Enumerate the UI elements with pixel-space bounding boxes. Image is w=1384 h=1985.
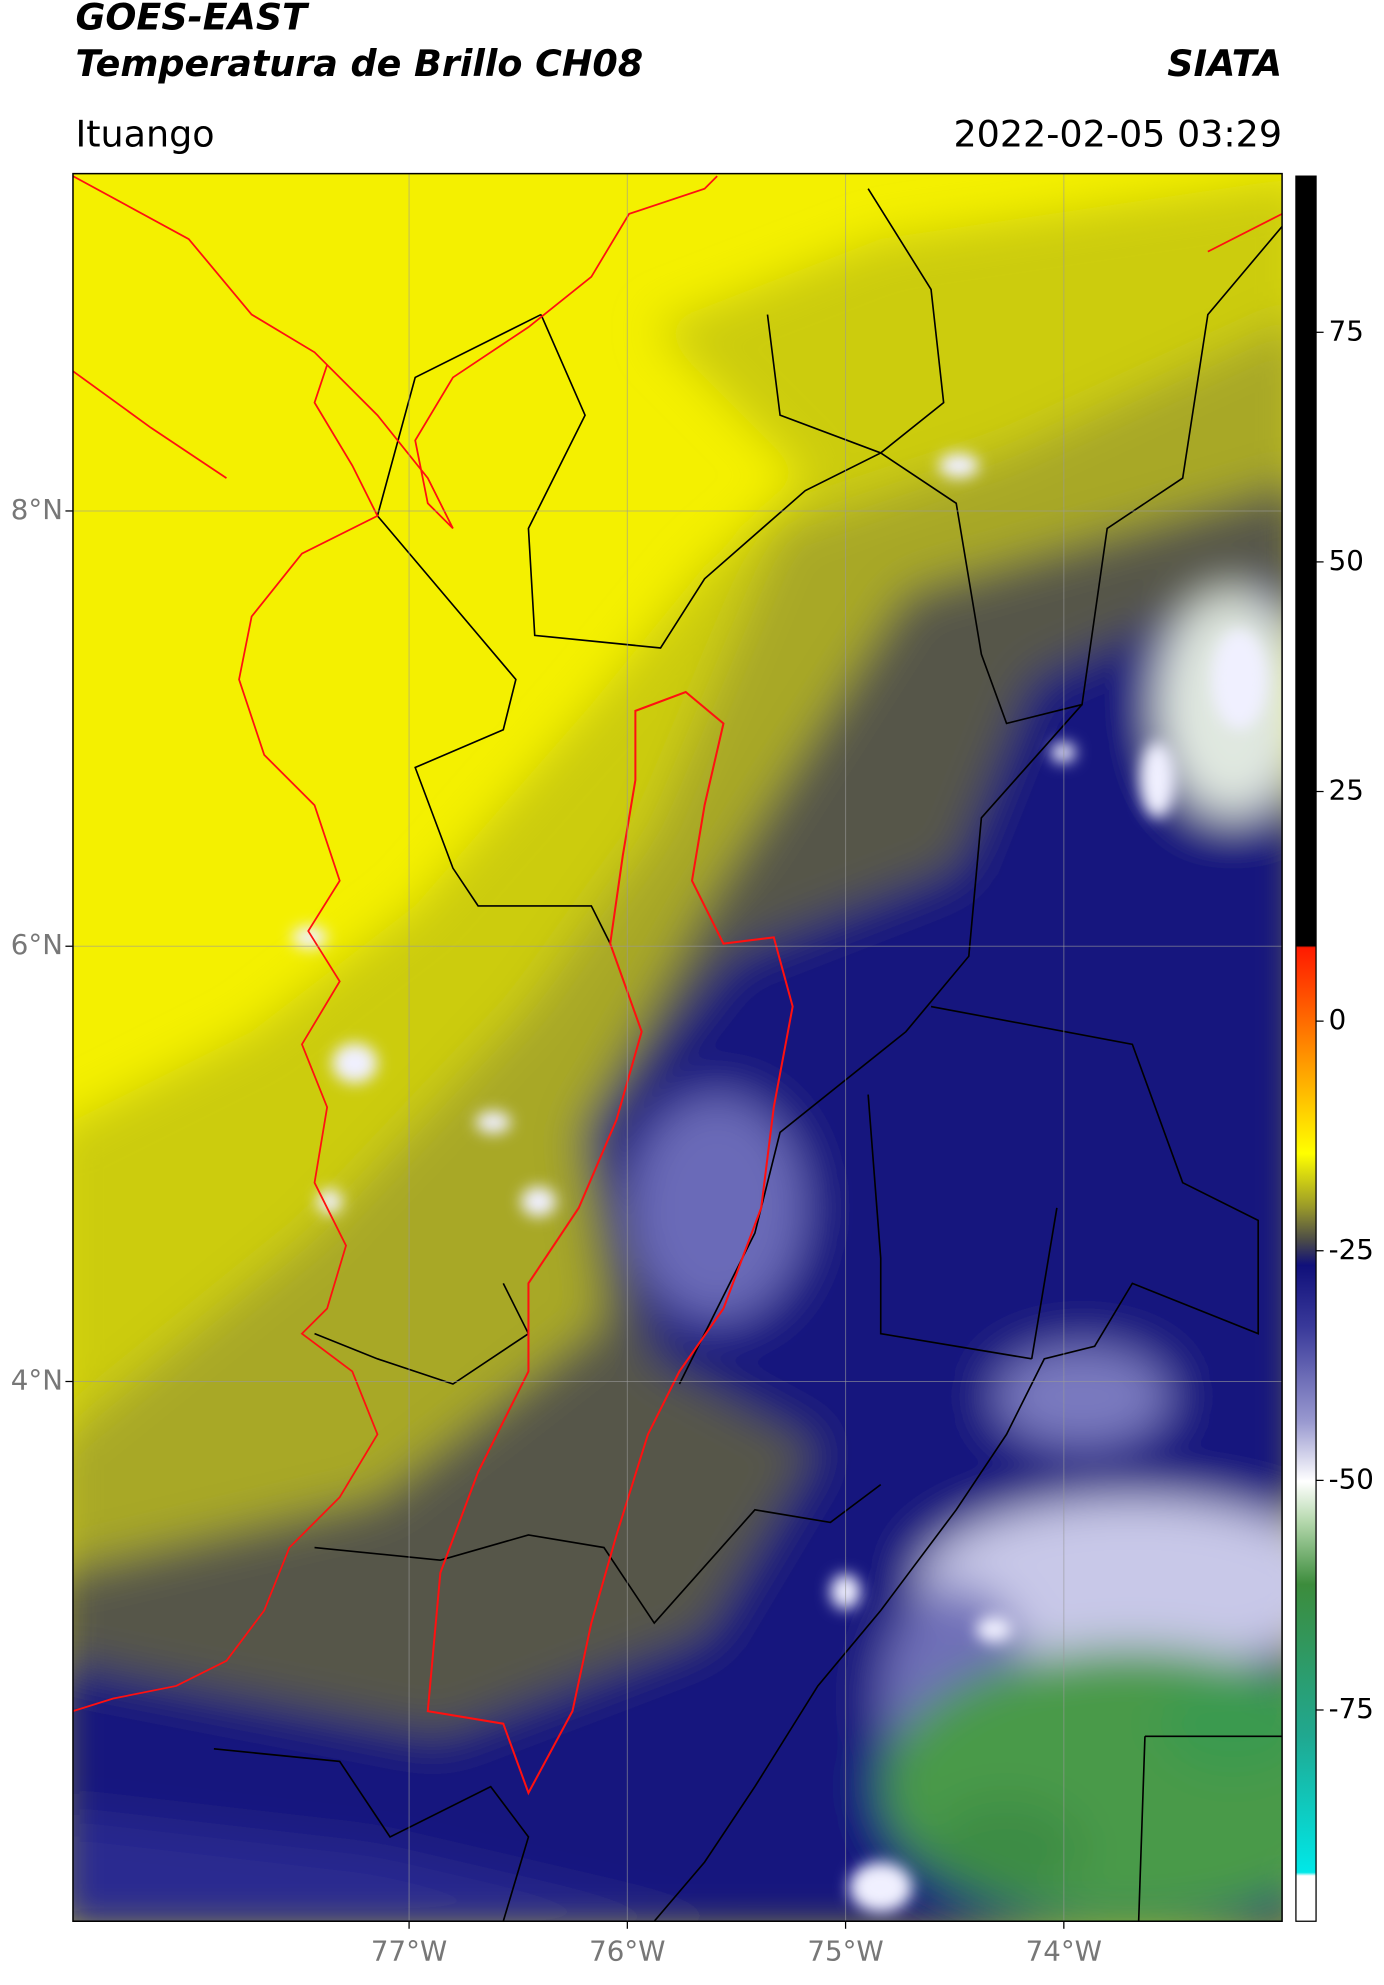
colorbar-tick-label: 75 — [1329, 314, 1364, 347]
colorbar — [1295, 175, 1317, 1922]
coastline — [72, 175, 1283, 1712]
title: GOES-EAST — [75, 0, 310, 38]
lat-tick-label: 6°N — [11, 928, 63, 961]
colorbar-tick-label: 0 — [1329, 1003, 1347, 1036]
basin-outline — [426, 690, 794, 1796]
colorbar-tick-label: -25 — [1329, 1233, 1374, 1266]
lon-tick-label: 74°W — [1026, 1935, 1102, 1968]
subtitle: Temperatura de Brillo CH08 — [75, 42, 643, 85]
colorbar-tick-label: 50 — [1329, 544, 1364, 577]
colorbar-tick-label: -50 — [1329, 1462, 1374, 1495]
plot-frame — [72, 172, 1283, 1922]
timestamp: 2022-02-05 03:29 — [953, 112, 1282, 155]
lat-tick-label: 8°N — [11, 493, 63, 526]
lon-tick-label: 75°W — [807, 1935, 883, 1968]
region: Ituango — [75, 112, 214, 155]
satellite-image — [72, 173, 1283, 1922]
lon-tick-label: 77°W — [371, 1935, 447, 1968]
colorbar-tick-label: 25 — [1329, 774, 1364, 807]
source: SIATA — [1167, 42, 1282, 85]
borders — [213, 188, 1283, 1922]
lat-tick-label: 4°N — [11, 1364, 63, 1397]
lon-tick-label: 76°W — [589, 1935, 665, 1968]
colorbar-tick-label: -75 — [1329, 1692, 1374, 1725]
